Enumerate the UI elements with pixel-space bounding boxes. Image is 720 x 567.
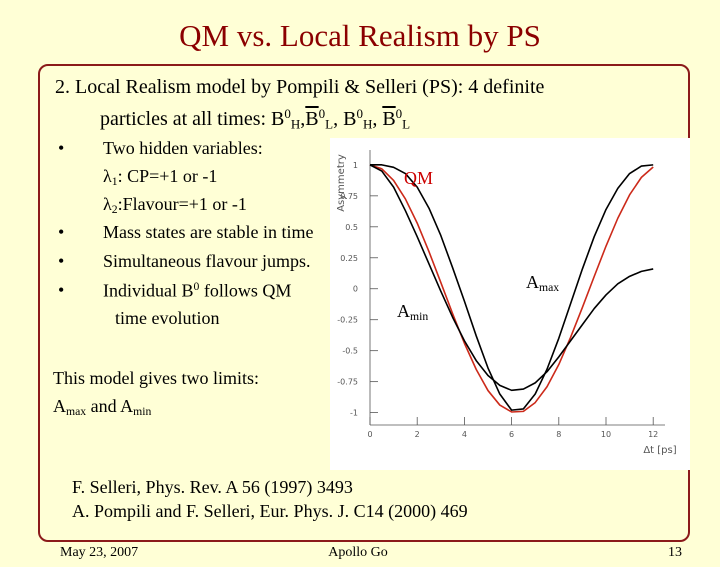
summary-line: This model gives two limits: xyxy=(53,368,259,389)
bullet-text: Individual B0 follows QM xyxy=(103,280,291,301)
footer-date: May 23, 2007 xyxy=(60,545,139,560)
x-tick-label: 6 xyxy=(509,430,514,439)
subscript: max xyxy=(539,280,560,294)
text-run: Two hidden variables: xyxy=(103,138,263,158)
x-tick-label: 4 xyxy=(462,430,467,439)
bullet: • xyxy=(58,138,65,158)
subscript: 2 xyxy=(111,202,118,216)
x-tick-label: 0 xyxy=(367,430,372,439)
text-run: λ xyxy=(103,166,112,186)
text-run: A xyxy=(526,272,539,292)
text-run: Individual B xyxy=(103,280,194,301)
y-tick-label: -0.75 xyxy=(337,378,358,387)
curve xyxy=(369,164,654,392)
bullet-text: Simultaneous flavour jumps. xyxy=(103,251,310,272)
text-run: , B xyxy=(333,108,357,131)
text-run: Mass states are stable in time xyxy=(103,222,314,242)
text-run: A xyxy=(53,396,66,416)
x-axis-label: Δt [ps] xyxy=(643,445,676,456)
bullet-text: λ2:Flavour=+1 or -1 xyxy=(103,194,247,216)
y-tick-label: 0.25 xyxy=(340,254,358,263)
y-tick-label: -0.5 xyxy=(342,347,358,356)
heading-line: 2. Local Realism model by Pompili & Sell… xyxy=(55,76,544,99)
footer-presenter: Apollo Go xyxy=(328,545,388,560)
subscript: min xyxy=(133,404,152,418)
x-tick-label: 8 xyxy=(556,430,561,439)
subscript: min xyxy=(410,309,429,323)
text-run: and A xyxy=(86,396,134,416)
text-run: B xyxy=(305,108,319,131)
text-run: This model gives two limits: xyxy=(53,368,259,388)
y-tick-label: 0.5 xyxy=(345,223,358,232)
y-tick-label: 1 xyxy=(353,161,358,170)
subscript: max xyxy=(66,404,87,418)
text-run: time evolution xyxy=(115,308,220,328)
curve xyxy=(369,164,654,413)
subscript: H xyxy=(362,116,373,132)
superscript: 0 xyxy=(193,280,200,293)
subscript: H xyxy=(290,116,301,132)
subscript: 1 xyxy=(111,174,118,188)
text-run: particles at all times: B xyxy=(100,108,285,131)
text-run: Simultaneous flavour jumps. xyxy=(103,251,311,271)
subscript: L xyxy=(402,116,411,132)
superscript: 0 xyxy=(395,106,403,121)
heading-line: particles at all times: B0H,B0L, B0H, B0… xyxy=(100,106,410,132)
text-run: :Flavour=+1 or -1 xyxy=(117,194,247,214)
text-run: , xyxy=(300,108,306,131)
text-run: : CP=+1 or -1 xyxy=(117,166,218,186)
text-run: B xyxy=(382,108,396,131)
chart-annotation: Amax xyxy=(526,272,559,294)
reference: A. Pompili and F. Selleri, Eur. Phys. J.… xyxy=(72,501,468,521)
footer-page: 13 xyxy=(668,545,682,560)
bullet: • xyxy=(58,222,65,242)
subscript: L xyxy=(325,116,334,132)
bullet-text: Two hidden variables: xyxy=(103,138,263,159)
bullet-text: time evolution xyxy=(115,308,219,329)
bullet: • xyxy=(58,251,65,271)
superscript: 0 xyxy=(284,106,291,121)
superscript: 0 xyxy=(356,106,363,121)
reference: F. Selleri, Phys. Rev. A 56 (1997) 3493 xyxy=(72,477,353,497)
x-tick-label: 12 xyxy=(648,430,658,439)
y-tick-label: 0.75 xyxy=(340,192,358,201)
summary-line: Amax and Amin xyxy=(53,396,151,418)
text-run: , xyxy=(372,108,383,131)
y-axis-label: Asymmetry xyxy=(336,154,347,212)
text-run: λ xyxy=(103,194,112,214)
chart-annotation: Amin xyxy=(397,301,428,323)
text-run: QM xyxy=(404,168,434,188)
x-tick-label: 10 xyxy=(601,430,611,439)
x-tick-label: 2 xyxy=(415,430,420,439)
y-tick-label: -0.25 xyxy=(337,316,358,325)
bullet-text: Mass states are stable in time xyxy=(103,222,313,243)
bullet: • xyxy=(58,280,65,300)
slide-title: QM vs. Local Realism by PS xyxy=(179,18,541,53)
text-run: 2. Local Realism model by Pompili & Sell… xyxy=(55,76,545,98)
curve xyxy=(370,164,654,411)
y-tick-label: 0 xyxy=(353,285,358,294)
bullet-text: λ1: CP=+1 or -1 xyxy=(103,166,217,188)
chart-background xyxy=(330,138,690,470)
text-run: A xyxy=(397,301,410,321)
superscript: 0 xyxy=(318,106,326,121)
text-run: follows QM xyxy=(199,280,292,301)
chart-annotation: QM xyxy=(404,168,433,189)
y-tick-label: -1 xyxy=(350,409,358,418)
